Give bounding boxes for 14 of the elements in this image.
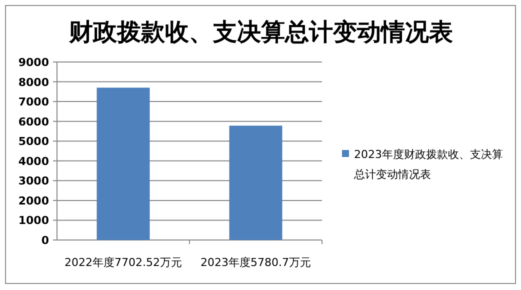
y-tick-label: 6000 (18, 115, 50, 128)
y-tick-label: 4000 (18, 154, 50, 168)
x-tick-label: 2023年度5780.7万元 (200, 256, 311, 269)
y-tick-label: 3000 (18, 174, 50, 188)
legend-label: 2023年度财政拨款收、支决算总计变动情况表 (353, 148, 503, 181)
y-tick-label: 2000 (18, 194, 50, 208)
y-tick-label: 1000 (18, 214, 50, 228)
y-tick-label: 0 (41, 234, 50, 247)
y-tick-label: 8000 (18, 76, 50, 89)
x-tick-label: 2022年度7702.52万元 (64, 256, 182, 269)
chart-title: 财政拨款收、支决算总计变动情况表 (68, 17, 453, 46)
y-tick-label: 5000 (18, 135, 50, 148)
y-tick-label: 7000 (18, 96, 50, 109)
y-tick-label: 9000 (18, 56, 50, 69)
